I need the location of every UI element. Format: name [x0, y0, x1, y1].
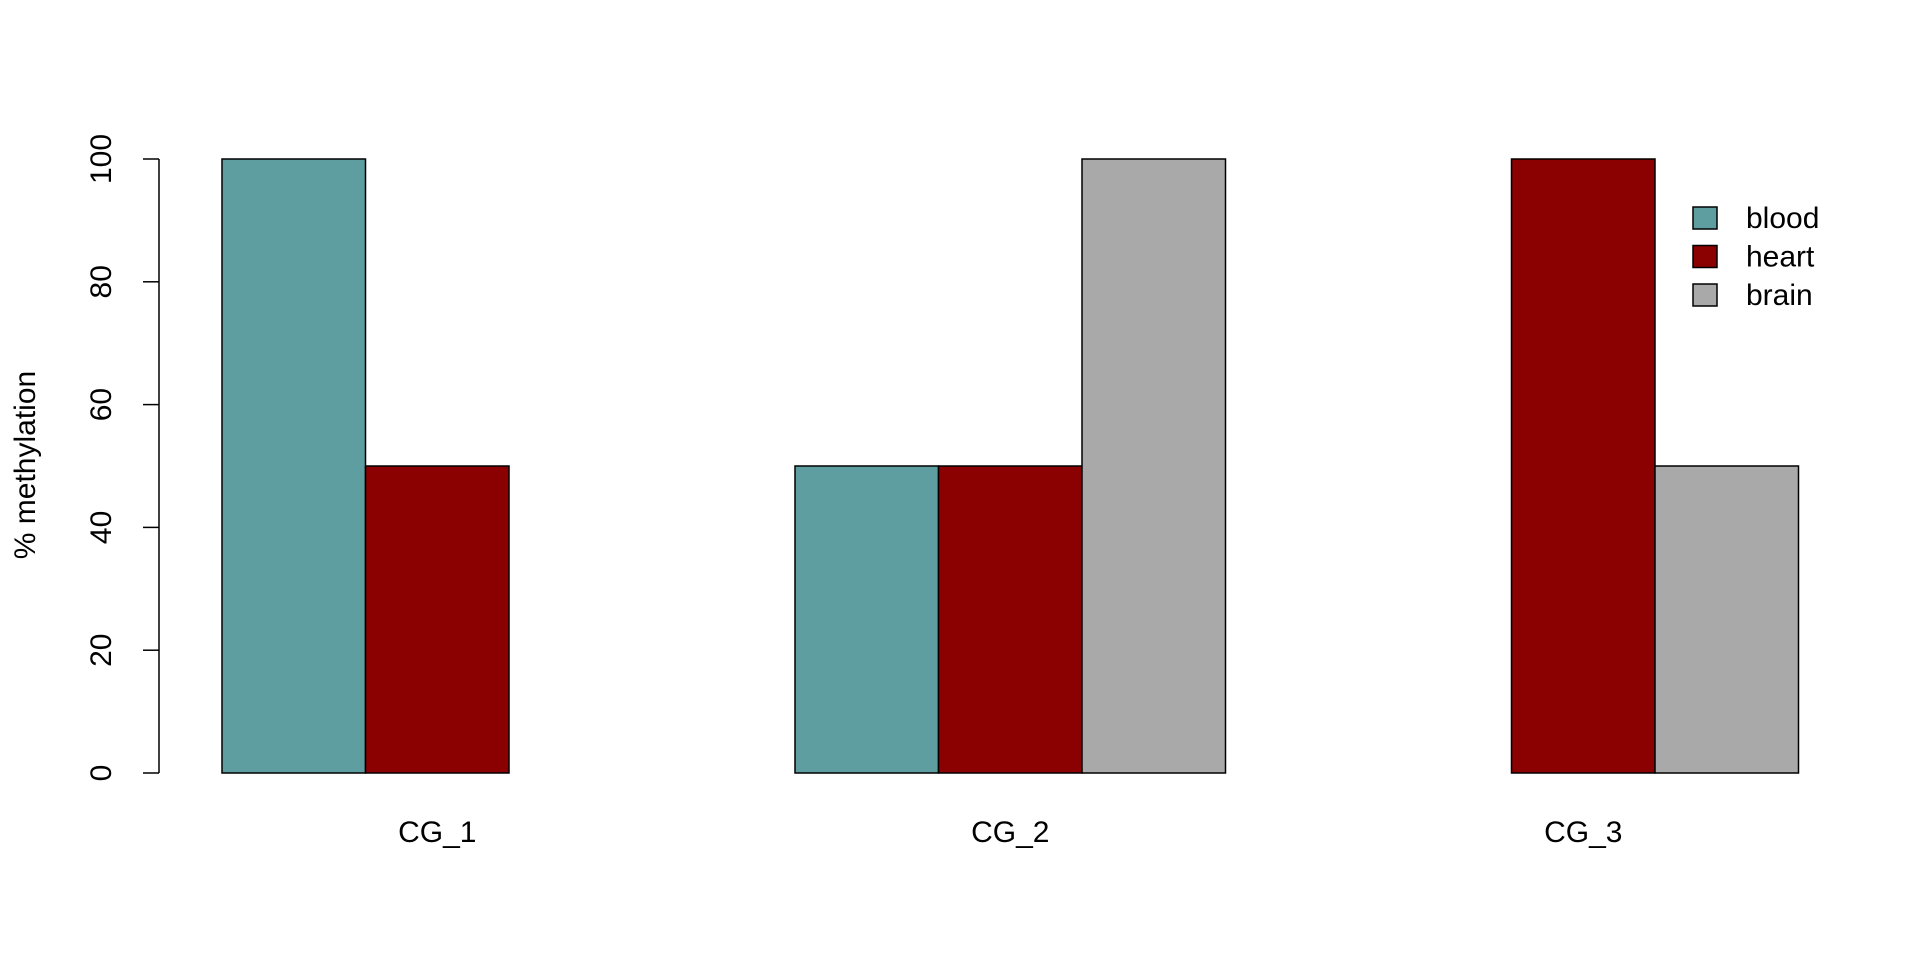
y-tick-label: 60	[85, 388, 118, 421]
y-tick-label: 0	[85, 765, 118, 782]
y-tick-label: 40	[85, 511, 118, 544]
legend-swatch-brain	[1692, 283, 1718, 307]
bar-brain-cg-3	[1654, 465, 1800, 774]
legend-label-brain: brain	[1746, 279, 1813, 312]
y-axis-label: % methylation	[9, 371, 42, 559]
category-labels: CG_1 CG_2 CG_3	[398, 816, 1622, 849]
y-axis: 0 20 40 60 80 100	[85, 134, 160, 782]
bar-brain-cg-2	[1081, 158, 1227, 774]
bar-heart-cg-3	[1510, 158, 1656, 774]
bar-blood-cg-1	[221, 158, 367, 774]
bars	[221, 158, 1800, 774]
legend-swatch-heart	[1692, 244, 1718, 269]
y-tick-label: 80	[85, 265, 118, 298]
category-label: CG_2	[971, 816, 1049, 849]
bar-heart-cg-2	[937, 465, 1083, 774]
category-label: CG_3	[1544, 816, 1622, 849]
legend: blood heart brain	[1692, 202, 1819, 312]
bar-heart-cg-1	[364, 465, 510, 774]
legend-swatch-blood	[1692, 206, 1718, 230]
bar-blood-cg-2	[794, 465, 940, 774]
y-tick-label: 20	[85, 634, 118, 667]
category-label: CG_1	[398, 816, 476, 849]
y-tick-label: 100	[85, 134, 118, 184]
legend-label-blood: blood	[1746, 202, 1819, 235]
legend-label-heart: heart	[1746, 241, 1815, 274]
